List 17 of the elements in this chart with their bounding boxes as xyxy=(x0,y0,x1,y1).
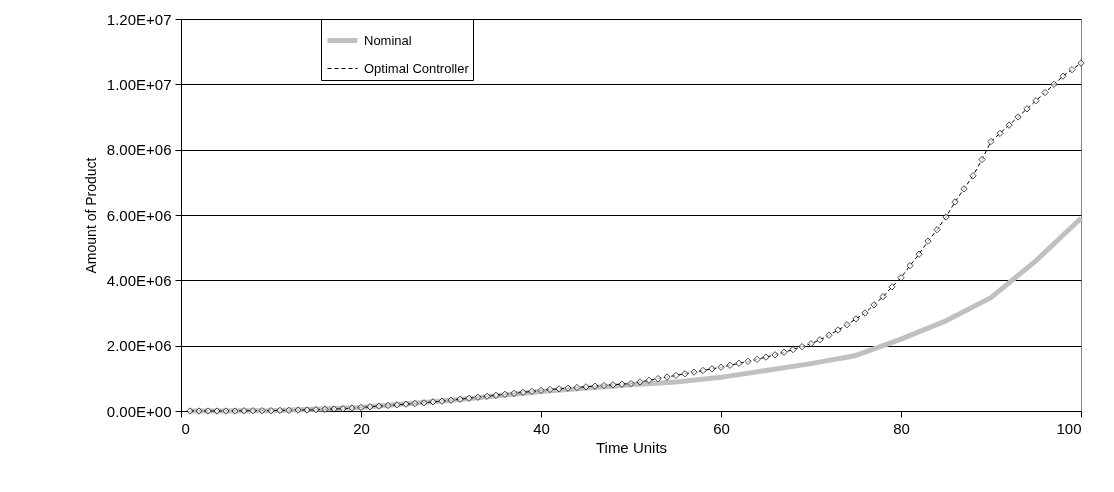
x-tick-label: 60 xyxy=(713,419,730,437)
y-tick-label: 0.00E+00 xyxy=(106,402,172,420)
y-tick-label: 1.20E+07 xyxy=(106,10,172,28)
y-tick-label: 6.00E+06 xyxy=(106,206,172,224)
x-axis-title: Time Units xyxy=(595,438,668,456)
x-tick-label: 0 xyxy=(181,419,190,437)
x-tick-label: 40 xyxy=(533,419,550,437)
y-tick-label: 4.00E+06 xyxy=(106,271,172,289)
legend-label: Nominal xyxy=(364,32,412,48)
y-tick-label: 1.00E+07 xyxy=(106,75,172,93)
x-tick-label: 100 xyxy=(1056,419,1082,437)
x-tick-label: 20 xyxy=(353,419,370,437)
y-tick-label: 2.00E+06 xyxy=(106,337,172,355)
y-axis-title: Amount of Product xyxy=(82,157,99,274)
x-tick-label: 80 xyxy=(893,419,910,437)
legend-label: Optimal Controller xyxy=(364,60,470,76)
y-tick-label: 8.00E+06 xyxy=(106,141,172,159)
